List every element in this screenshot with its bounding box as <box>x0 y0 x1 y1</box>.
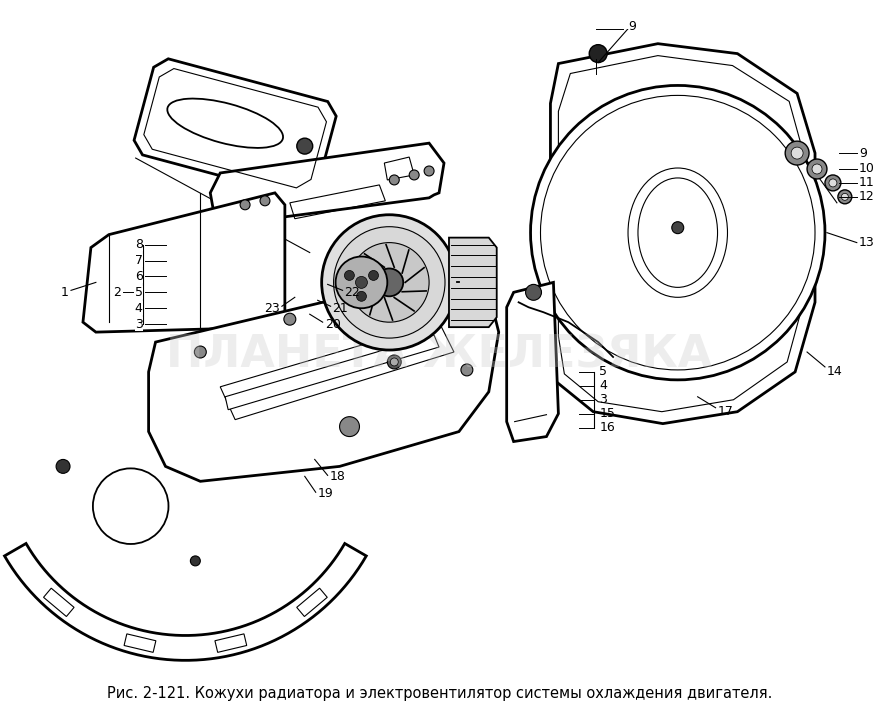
Text: 17: 17 <box>717 405 733 418</box>
Circle shape <box>461 364 473 376</box>
Polygon shape <box>297 588 327 617</box>
Text: 23: 23 <box>264 302 280 315</box>
Circle shape <box>284 313 296 325</box>
Text: 12: 12 <box>859 190 875 203</box>
Circle shape <box>240 200 250 210</box>
Polygon shape <box>149 267 499 481</box>
Text: 3: 3 <box>599 393 607 406</box>
Circle shape <box>525 284 541 301</box>
Polygon shape <box>449 238 496 327</box>
Circle shape <box>194 346 206 358</box>
Circle shape <box>93 469 168 544</box>
Circle shape <box>335 257 387 308</box>
Circle shape <box>391 358 399 366</box>
Circle shape <box>387 355 401 369</box>
Text: 7: 7 <box>135 254 143 267</box>
Polygon shape <box>225 335 439 410</box>
Circle shape <box>531 86 825 380</box>
Text: 15: 15 <box>599 407 615 420</box>
Text: 19: 19 <box>318 487 334 500</box>
Circle shape <box>540 96 815 370</box>
Text: 5: 5 <box>599 365 607 379</box>
Circle shape <box>841 194 848 201</box>
Circle shape <box>807 159 827 179</box>
Circle shape <box>838 190 852 203</box>
Polygon shape <box>210 143 444 223</box>
Polygon shape <box>220 322 454 420</box>
Circle shape <box>453 296 465 308</box>
Circle shape <box>791 147 803 159</box>
Polygon shape <box>550 44 815 424</box>
Circle shape <box>785 141 809 165</box>
Circle shape <box>424 166 434 176</box>
Polygon shape <box>4 544 366 660</box>
Text: 6: 6 <box>135 270 143 283</box>
Text: 22: 22 <box>345 286 360 298</box>
Polygon shape <box>43 588 74 617</box>
Text: 2: 2 <box>113 286 121 298</box>
Text: 3: 3 <box>135 318 143 330</box>
Circle shape <box>340 417 359 437</box>
Text: 9: 9 <box>628 21 636 33</box>
Polygon shape <box>385 157 414 180</box>
Ellipse shape <box>638 178 717 287</box>
Circle shape <box>829 179 837 187</box>
Text: 21: 21 <box>333 302 348 315</box>
Text: 16: 16 <box>599 421 615 434</box>
Circle shape <box>376 269 403 296</box>
Circle shape <box>356 277 368 289</box>
Circle shape <box>297 138 312 154</box>
Circle shape <box>590 45 607 62</box>
Circle shape <box>322 215 457 350</box>
Text: 4: 4 <box>135 302 143 315</box>
Text: 11: 11 <box>859 177 875 189</box>
Circle shape <box>369 270 378 280</box>
Circle shape <box>56 459 70 474</box>
Text: 5: 5 <box>135 286 143 298</box>
Circle shape <box>409 170 419 180</box>
Circle shape <box>389 175 400 185</box>
Text: 20: 20 <box>325 318 341 330</box>
Text: 9: 9 <box>859 147 867 160</box>
Text: 18: 18 <box>330 470 346 483</box>
Text: 1: 1 <box>61 286 69 298</box>
Text: 10: 10 <box>859 162 875 176</box>
Circle shape <box>812 164 822 174</box>
Circle shape <box>344 270 355 280</box>
Ellipse shape <box>628 168 728 297</box>
Circle shape <box>334 227 445 338</box>
Circle shape <box>260 196 270 206</box>
Polygon shape <box>83 193 285 332</box>
Text: 14: 14 <box>827 365 843 379</box>
Circle shape <box>190 556 201 566</box>
Text: ПЛАНЕТА ЖЕЛЕЗЯКА: ПЛАНЕТА ЖЕЛЕЗЯКА <box>166 333 712 376</box>
Polygon shape <box>134 59 336 198</box>
Text: 13: 13 <box>859 236 875 249</box>
Circle shape <box>825 175 841 191</box>
Circle shape <box>356 291 366 301</box>
Polygon shape <box>124 634 156 652</box>
Polygon shape <box>215 634 246 652</box>
Text: 8: 8 <box>135 238 143 251</box>
Text: 4: 4 <box>599 379 607 392</box>
Polygon shape <box>507 282 559 442</box>
Circle shape <box>349 242 429 322</box>
Circle shape <box>384 286 395 298</box>
Text: Рис. 2-121. Кожухи радиатора и электровентилятор системы охлаждения двигателя.: Рис. 2-121. Кожухи радиатора и электрове… <box>107 686 773 701</box>
Circle shape <box>671 222 684 234</box>
